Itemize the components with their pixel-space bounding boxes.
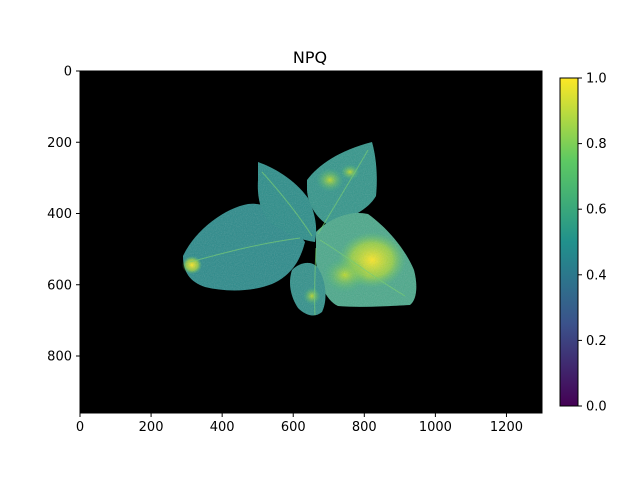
x-tick-label: 800	[352, 420, 377, 435]
y-tick-label: 400	[47, 207, 72, 222]
y-tick-label: 0	[64, 65, 72, 80]
leaf-texture	[183, 142, 417, 316]
x-tick-label: 1200	[490, 420, 523, 435]
colorbar-tick-label: 0.6	[586, 203, 607, 218]
leaf-image	[182, 142, 417, 316]
x-tick-label: 600	[281, 420, 306, 435]
y-tick-label: 800	[47, 350, 72, 365]
colorbar-axis: 0.0 0.2 0.4 0.6 0.8 1.0	[578, 72, 607, 415]
plot-title: NPQ	[293, 48, 327, 67]
x-tick-label: 200	[139, 420, 164, 435]
x-tick-label: 400	[210, 420, 235, 435]
colorbar	[559, 77, 579, 407]
y-tick-label: 600	[47, 278, 72, 293]
colorbar-tick-label: 0.8	[586, 137, 607, 152]
colorbar-tick-label: 1.0	[586, 72, 607, 87]
colorbar-tick-label: 0.0	[586, 400, 607, 415]
y-tick-label: 200	[47, 136, 72, 151]
x-tick-label: 0	[76, 420, 84, 435]
x-axis: 0 200 400 600 800 1000 1200	[76, 413, 523, 435]
image-background	[80, 71, 542, 413]
axes-frame	[79, 70, 543, 414]
colorbar-tick-label: 0.4	[586, 268, 607, 283]
colorbar-tick-label: 0.2	[586, 334, 607, 349]
x-tick-label: 1000	[419, 420, 452, 435]
y-axis: 0 200 400 600 800	[47, 65, 80, 365]
